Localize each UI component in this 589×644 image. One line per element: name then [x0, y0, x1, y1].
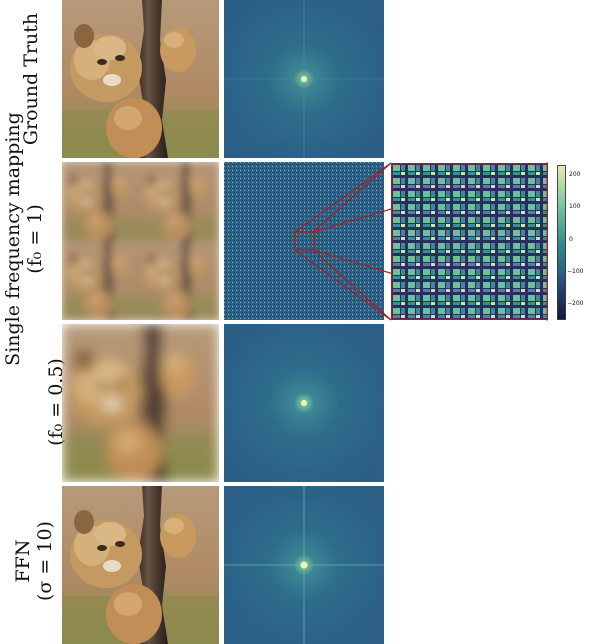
colorbar-tick-0: 0: [569, 236, 573, 243]
colorbar: [557, 165, 566, 320]
colorbar-tick-200: 200: [569, 171, 580, 178]
colorbar-tick-neg200: −200: [567, 300, 583, 307]
spectrum-single-f05: [224, 324, 384, 482]
zoomed-spectrum-inset: [391, 163, 548, 320]
colorbar-tick-neg100: −100: [567, 268, 583, 275]
photo-ffn: [62, 486, 219, 644]
spectrum-ffn: [224, 486, 384, 644]
photo-single-f05: [62, 324, 219, 482]
colorbar-tick-100: 100: [569, 203, 580, 210]
